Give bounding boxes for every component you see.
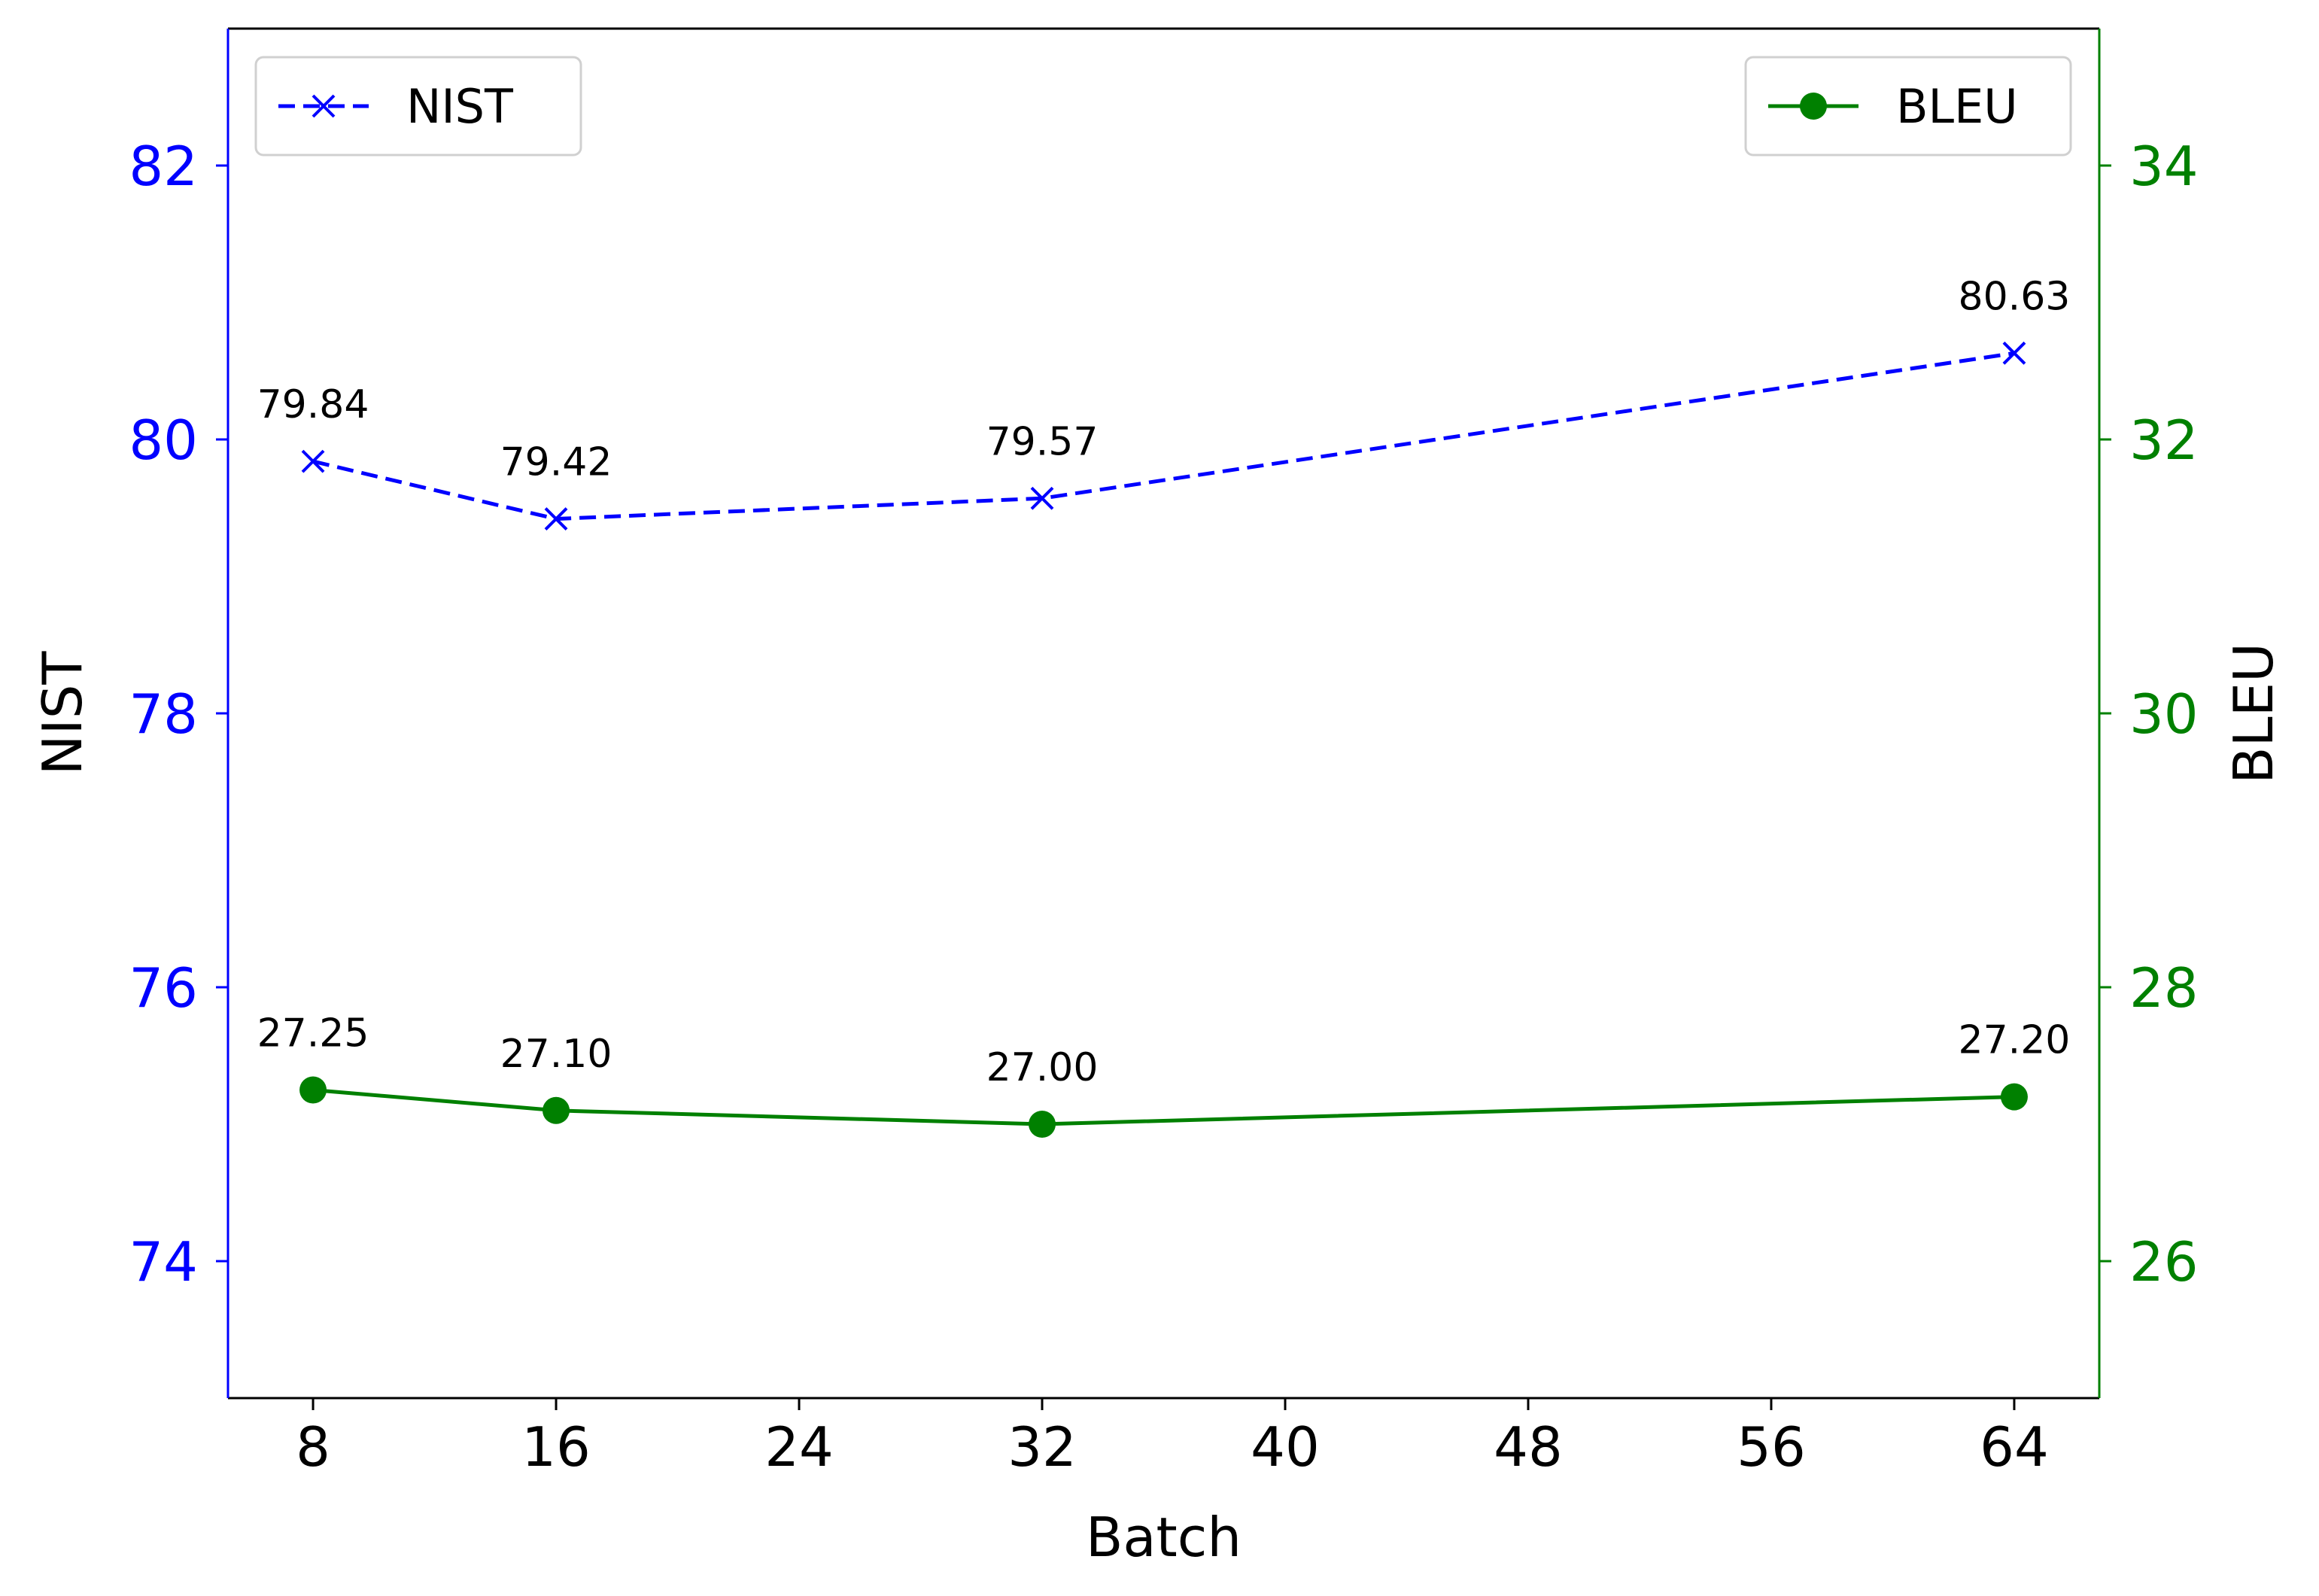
series-nist: 79.84 79.42 79.57 80.63 (257, 274, 2071, 530)
x-axis-label: Batch (1086, 1506, 1242, 1569)
nist-data-label: 79.57 (986, 419, 1099, 464)
right-y-axis: 26 28 30 32 34 BLEU (2099, 135, 2285, 1294)
bleu-point (2000, 1083, 2028, 1111)
legend-box (1744, 56, 2072, 157)
x-tick-label: 64 (1980, 1415, 2049, 1479)
right-tick-label: 28 (2129, 956, 2199, 1020)
left-y-axis: 74 76 78 80 82 NIST (31, 135, 228, 1294)
x-tick-label: 32 (1008, 1415, 1077, 1479)
legend-label: BLEU (1896, 79, 2018, 134)
nist-line (312, 351, 2015, 521)
nist-data-label: 79.84 (257, 382, 369, 427)
x-tick-label: 56 (1737, 1415, 1806, 1479)
x-tick-label: 8 (296, 1415, 330, 1479)
x-tick-label: 40 (1251, 1415, 1320, 1479)
bleu-data-label: 27.10 (500, 1032, 612, 1077)
nist-data-label: 79.42 (500, 440, 612, 485)
bleu-data-label: 27.20 (1959, 1018, 2071, 1063)
nist-point (1030, 486, 1054, 510)
right-axis-label: BLEU (2222, 643, 2285, 784)
series-bleu: 27.25 27.10 27.00 27.20 (257, 1011, 2071, 1138)
left-tick-label: 80 (129, 409, 198, 472)
right-tick-label: 34 (2129, 135, 2199, 198)
bleu-point (1029, 1111, 1056, 1138)
left-tick-label: 74 (129, 1230, 198, 1294)
legend-nist: NIST (254, 56, 582, 157)
legend-bleu: BLEU (1744, 56, 2072, 157)
bleu-data-label: 27.00 (986, 1045, 1099, 1090)
right-tick-label: 32 (2129, 409, 2199, 472)
left-axis-label: NIST (31, 651, 94, 776)
nist-point (2002, 341, 2026, 365)
bleu-point (299, 1076, 327, 1104)
bleu-point (543, 1096, 570, 1124)
nist-point (301, 449, 325, 473)
bleu-data-label: 27.25 (257, 1011, 369, 1056)
x-tick-label: 24 (764, 1415, 834, 1479)
left-tick-label: 76 (129, 956, 198, 1020)
right-tick-label: 26 (2129, 1230, 2199, 1294)
plot-frame (226, 27, 2101, 1400)
left-tick-label: 82 (129, 135, 198, 198)
right-tick-label: 30 (2129, 682, 2199, 746)
legend-marker (1800, 93, 1827, 120)
left-tick-label: 78 (129, 682, 198, 746)
legend-label: NIST (406, 79, 514, 134)
series-layer: 79.84 79.42 79.57 80.63 27.25 27.10 27.00 27.20 (257, 274, 2071, 1138)
nist-point (544, 507, 568, 530)
nist-data-label: 80.63 (1959, 274, 2071, 319)
x-tick-label: 16 (521, 1415, 591, 1479)
bleu-line (312, 1088, 2015, 1126)
legend-marker (312, 94, 336, 118)
legend-layer: NIST BLEU (254, 56, 2072, 157)
x-tick-label: 48 (1494, 1415, 1563, 1479)
legend-box (254, 56, 582, 157)
x-axis: 8 16 24 32 40 48 56 64 Batch (296, 1398, 2049, 1569)
